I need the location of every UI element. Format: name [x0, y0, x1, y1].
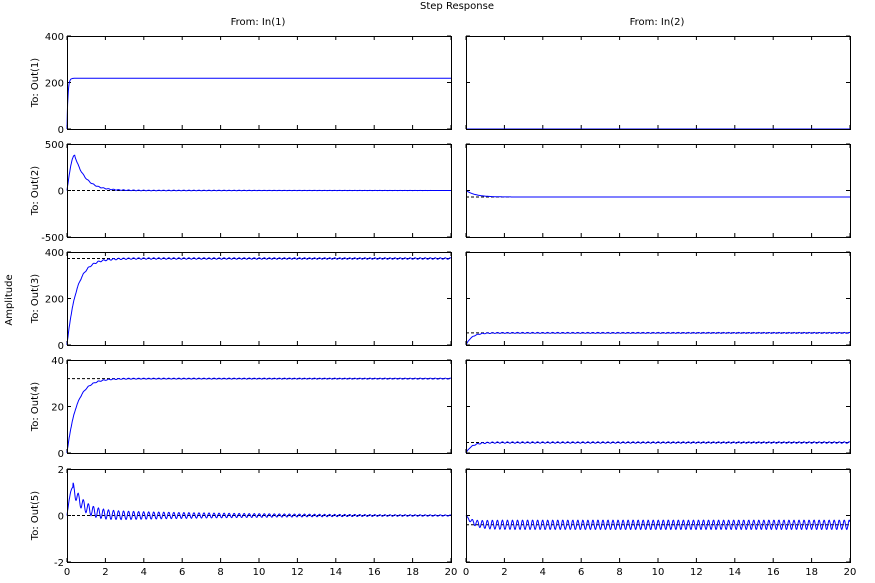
- x-tick-label: 18: [805, 567, 818, 578]
- response-line: [465, 331, 851, 346]
- axes-frame: [67, 144, 452, 238]
- subplot-panel: [465, 35, 851, 130]
- row-label: To: Out(3): [30, 274, 41, 324]
- y-tick-label: -2: [54, 558, 64, 569]
- y-tick-label: 400: [45, 32, 64, 43]
- subplot-panel: [66, 359, 452, 454]
- y-tick-label: 0: [58, 449, 64, 460]
- y-tick-label: 500: [45, 140, 64, 151]
- column-title-2: From: In(2): [630, 17, 685, 28]
- y-tick-label: 0: [58, 341, 64, 352]
- response-line: [66, 77, 451, 130]
- row-label: To: Out(2): [30, 166, 41, 216]
- y-tick-label: 0: [58, 512, 64, 523]
- subplot-panel: [66, 468, 452, 563]
- subplot-panel: [465, 251, 851, 346]
- response-line: [66, 377, 452, 454]
- x-tick-label: 4: [540, 567, 546, 578]
- x-tick-label: 2: [501, 567, 507, 578]
- row-label: To: Out(1): [30, 58, 41, 108]
- axes-frame: [67, 36, 452, 130]
- axes-frame: [466, 252, 851, 346]
- y-tick-label: 200: [45, 79, 64, 90]
- axes-frame: [466, 36, 851, 130]
- x-tick-label: 20: [445, 567, 458, 578]
- x-tick-label: 16: [767, 567, 780, 578]
- column-title-1: From: In(1): [231, 17, 286, 28]
- x-tick-label: 10: [253, 567, 266, 578]
- y-axis-label: Amplitude: [4, 274, 15, 325]
- y-tick-label: 20: [51, 403, 64, 414]
- axes-frame: [466, 469, 851, 563]
- subplot-panel: [66, 143, 452, 238]
- x-tick-label: 18: [406, 567, 419, 578]
- row-label: To: Out(5): [30, 491, 41, 541]
- response-line: [465, 515, 851, 531]
- y-tick-label: 200: [45, 295, 64, 306]
- x-tick-label: 12: [291, 567, 304, 578]
- y-tick-label: 0: [58, 125, 64, 136]
- y-tick-label: 40: [51, 356, 64, 367]
- x-tick-label: 8: [217, 567, 223, 578]
- x-tick-label: 8: [616, 567, 622, 578]
- x-tick-label: 0: [463, 567, 469, 578]
- y-tick-label: -500: [41, 233, 64, 244]
- x-tick-label: 4: [141, 567, 147, 578]
- axes-frame: [466, 144, 851, 238]
- response-line: [66, 154, 451, 192]
- x-tick-label: 6: [179, 567, 185, 578]
- axes-frame: [67, 252, 452, 346]
- x-tick-label: 16: [368, 567, 381, 578]
- row-label: To: Out(4): [30, 382, 41, 432]
- x-tick-label: 20: [844, 567, 857, 578]
- y-tick-label: 2: [58, 465, 64, 476]
- x-tick-label: 14: [329, 567, 342, 578]
- x-tick-label: 0: [64, 567, 70, 578]
- axes-frame: [67, 360, 452, 454]
- x-tick-label: 12: [690, 567, 703, 578]
- subplot-panel: [465, 143, 851, 238]
- subplot-panel: [66, 35, 452, 130]
- subplot-panel: [66, 251, 452, 346]
- y-tick-label: 0: [58, 187, 64, 198]
- x-tick-label: 14: [728, 567, 741, 578]
- axes-frame: [67, 469, 452, 563]
- axes-frame: [466, 360, 851, 454]
- x-tick-label: 10: [652, 567, 665, 578]
- subplot-panel: [465, 468, 851, 563]
- chart-title: Step Response: [420, 1, 494, 12]
- response-line: [465, 441, 851, 454]
- response-line: [465, 190, 850, 198]
- x-tick-label: 6: [578, 567, 584, 578]
- y-tick-label: 400: [45, 248, 64, 259]
- subplot-panel: [465, 359, 851, 454]
- x-tick-label: 2: [102, 567, 108, 578]
- response-line: [66, 482, 452, 521]
- response-line: [66, 257, 452, 346]
